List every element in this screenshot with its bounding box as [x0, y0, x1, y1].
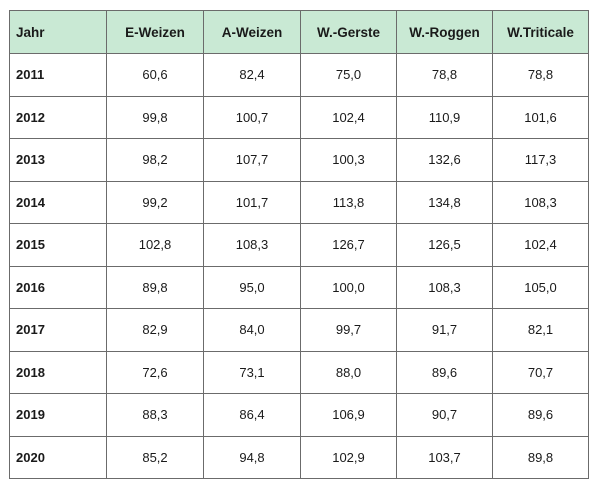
a-weizen-cell: 73,1	[203, 350, 301, 394]
w-gerste-cell: 113,8	[300, 180, 397, 224]
year-cell: 2019	[9, 393, 107, 437]
w-gerste-cell: 126,7	[300, 223, 397, 267]
a-weizen-cell: 84,0	[203, 308, 301, 352]
a-weizen-cell: 82,4	[203, 53, 301, 97]
e-weizen-cell: 88,3	[106, 393, 204, 437]
w-triticale-cell: 82,1	[492, 308, 589, 352]
a-weizen-cell: 108,3	[203, 223, 301, 267]
column-header-e-weizen: E-Weizen	[106, 10, 204, 54]
e-weizen-cell: 82,9	[106, 308, 204, 352]
table-row: 2015 102,8 108,3 126,7 126,5 102,4	[9, 223, 589, 267]
w-roggen-cell: 134,8	[396, 180, 493, 224]
w-gerste-cell: 100,3	[300, 138, 397, 182]
year-cell: 2012	[9, 95, 107, 139]
table-row: 2011 60,6 82,4 75,0 78,8 78,8	[9, 53, 589, 97]
table-row: 2016 89,8 95,0 100,0 108,3 105,0	[9, 265, 589, 309]
a-weizen-cell: 100,7	[203, 95, 301, 139]
year-cell: 2016	[9, 265, 107, 309]
w-triticale-cell: 70,7	[492, 350, 589, 394]
a-weizen-cell: 95,0	[203, 265, 301, 309]
table-row: 2013 98,2 107,7 100,3 132,6 117,3	[9, 138, 589, 182]
a-weizen-cell: 107,7	[203, 138, 301, 182]
table-row: 2017 82,9 84,0 99,7 91,7 82,1	[9, 308, 589, 352]
year-cell: 2020	[9, 435, 107, 479]
column-header-w-triticale: W.Triticale	[492, 10, 589, 54]
w-triticale-cell: 108,3	[492, 180, 589, 224]
w-roggen-cell: 108,3	[396, 265, 493, 309]
w-gerste-cell: 88,0	[300, 350, 397, 394]
w-triticale-cell: 89,8	[492, 435, 589, 479]
w-roggen-cell: 132,6	[396, 138, 493, 182]
e-weizen-cell: 85,2	[106, 435, 204, 479]
year-cell: 2013	[9, 138, 107, 182]
a-weizen-cell: 101,7	[203, 180, 301, 224]
w-roggen-cell: 78,8	[396, 53, 493, 97]
table-row: 2020 85,2 94,8 102,9 103,7 89,8	[9, 435, 589, 479]
w-triticale-cell: 78,8	[492, 53, 589, 97]
year-cell: 2014	[9, 180, 107, 224]
year-cell: 2011	[9, 53, 107, 97]
year-cell: 2017	[9, 308, 107, 352]
w-roggen-cell: 126,5	[396, 223, 493, 267]
a-weizen-cell: 94,8	[203, 435, 301, 479]
table-container: Jahr E-Weizen A-Weizen W.-Gerste W.-Rogg…	[9, 10, 589, 479]
e-weizen-cell: 102,8	[106, 223, 204, 267]
w-gerste-cell: 102,4	[300, 95, 397, 139]
a-weizen-cell: 86,4	[203, 393, 301, 437]
w-gerste-cell: 75,0	[300, 53, 397, 97]
w-gerste-cell: 106,9	[300, 393, 397, 437]
w-triticale-cell: 102,4	[492, 223, 589, 267]
year-cell: 2018	[9, 350, 107, 394]
w-triticale-cell: 89,6	[492, 393, 589, 437]
column-header-a-weizen: A-Weizen	[203, 10, 301, 54]
e-weizen-cell: 99,8	[106, 95, 204, 139]
e-weizen-cell: 98,2	[106, 138, 204, 182]
year-cell: 2015	[9, 223, 107, 267]
w-roggen-cell: 110,9	[396, 95, 493, 139]
e-weizen-cell: 60,6	[106, 53, 204, 97]
w-gerste-cell: 100,0	[300, 265, 397, 309]
column-header-jahr: Jahr	[9, 10, 107, 54]
e-weizen-cell: 89,8	[106, 265, 204, 309]
header-row: Jahr E-Weizen A-Weizen W.-Gerste W.-Rogg…	[9, 10, 589, 54]
table-header: Jahr E-Weizen A-Weizen W.-Gerste W.-Rogg…	[9, 10, 589, 54]
w-gerste-cell: 99,7	[300, 308, 397, 352]
table-row: 2012 99,8 100,7 102,4 110,9 101,6	[9, 95, 589, 139]
table-row: 2019 88,3 86,4 106,9 90,7 89,6	[9, 393, 589, 437]
w-roggen-cell: 90,7	[396, 393, 493, 437]
table-row: 2018 72,6 73,1 88,0 89,6 70,7	[9, 350, 589, 394]
yield-table: Jahr E-Weizen A-Weizen W.-Gerste W.-Rogg…	[9, 10, 589, 479]
column-header-w-gerste: W.-Gerste	[300, 10, 397, 54]
w-roggen-cell: 103,7	[396, 435, 493, 479]
w-roggen-cell: 91,7	[396, 308, 493, 352]
column-header-w-roggen: W.-Roggen	[396, 10, 493, 54]
e-weizen-cell: 99,2	[106, 180, 204, 224]
w-triticale-cell: 117,3	[492, 138, 589, 182]
table-row: 2014 99,2 101,7 113,8 134,8 108,3	[9, 180, 589, 224]
w-triticale-cell: 105,0	[492, 265, 589, 309]
w-roggen-cell: 89,6	[396, 350, 493, 394]
table-body: 2011 60,6 82,4 75,0 78,8 78,8 2012 99,8 100,7 102…	[9, 53, 589, 479]
w-gerste-cell: 102,9	[300, 435, 397, 479]
e-weizen-cell: 72,6	[106, 350, 204, 394]
w-triticale-cell: 101,6	[492, 95, 589, 139]
